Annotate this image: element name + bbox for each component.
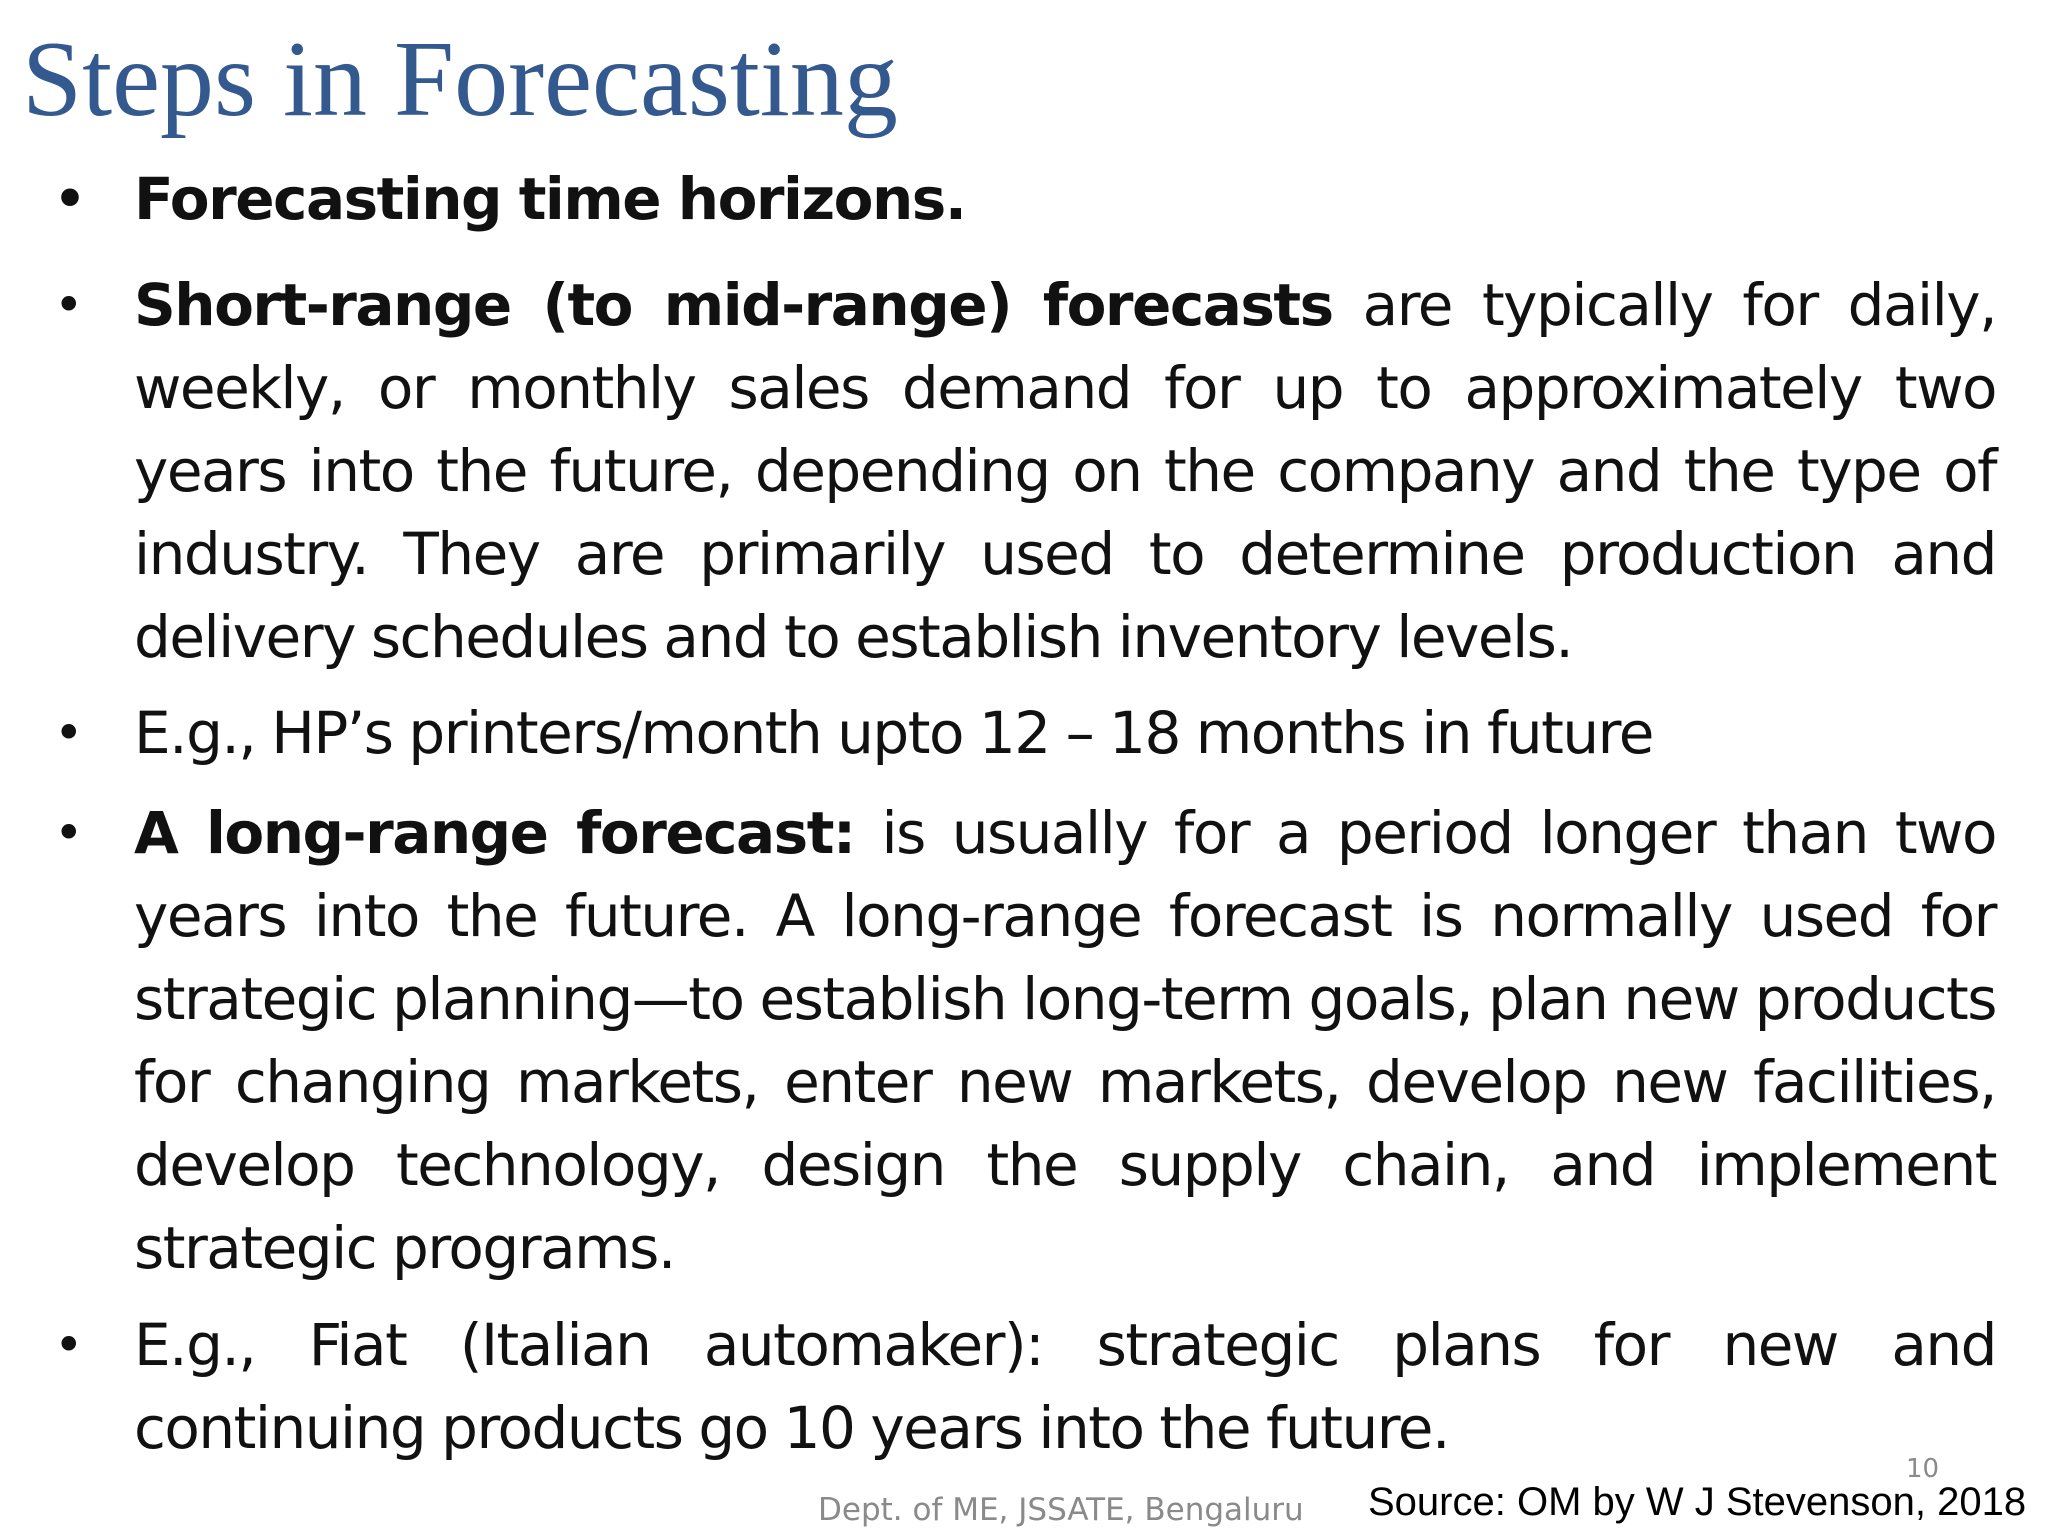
footer-department: Dept. of ME, JSSATE, Bengaluru (818, 1492, 1304, 1528)
bullet-long-range: A long-range forecast: is usually for a … (54, 792, 1998, 1290)
bullet-lead: Short-range (to mid-range) forecasts (134, 271, 1334, 339)
bullet-lead: A long-range forecast: (134, 799, 856, 867)
bullet-text: are typically for daily, weekly, or mont… (134, 271, 1998, 671)
bullet-text: E.g., Fiat (Italian automaker): strategi… (134, 1311, 1998, 1462)
footer-source: Source: OM by W J Stevenson, 2018 (1368, 1480, 2027, 1524)
bullet-text: is usually for a period longer than two … (134, 799, 1998, 1282)
bullet-time-horizons: Forecasting time horizons. (54, 158, 1996, 241)
bullet-short-range: Short-range (to mid-range) forecasts are… (54, 264, 1998, 679)
bullet-text: E.g., HP’s printers/month upto 12 – 18 m… (134, 699, 1654, 767)
slide-title: Steps in Forecasting (22, 20, 898, 139)
bullet-hp-example: E.g., HP’s printers/month upto 12 – 18 m… (54, 692, 1996, 775)
bullet-fiat-example: E.g., Fiat (Italian automaker): strategi… (54, 1304, 1998, 1470)
bullet-lead: Forecasting time horizons. (134, 165, 967, 233)
page-number: 10 (1906, 1454, 1940, 1484)
